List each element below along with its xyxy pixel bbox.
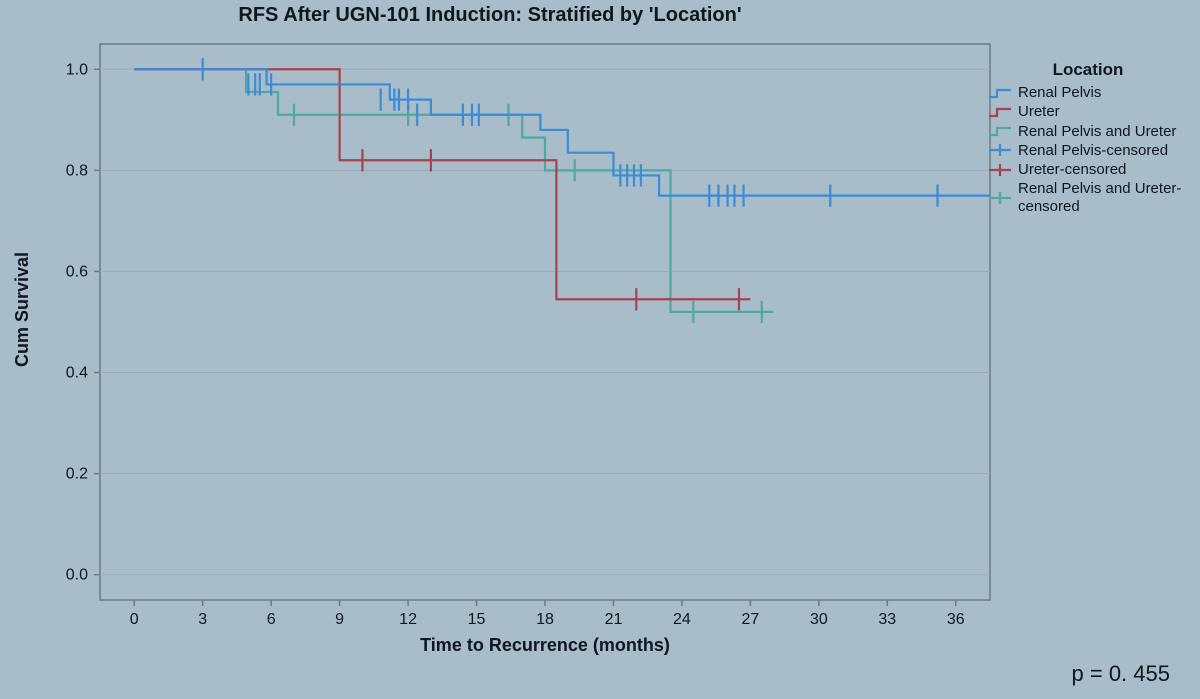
svg-text:3: 3 xyxy=(198,611,207,628)
chart-stage: RFS After UGN-101 Induction: Stratified … xyxy=(0,0,1200,699)
svg-text:0.2: 0.2 xyxy=(66,466,88,483)
legend-label: Renal Pelvis and Ureter xyxy=(1018,123,1188,140)
svg-text:0.6: 0.6 xyxy=(66,263,88,280)
legend-censor-icon xyxy=(988,190,1012,206)
legend-censor-icon xyxy=(988,162,1012,178)
legend-step-icon xyxy=(988,123,1012,139)
legend-step-icon xyxy=(988,85,1012,101)
svg-text:12: 12 xyxy=(399,611,417,628)
legend: Location Renal Pelvis Ureter Renal Pelvis … xyxy=(988,60,1188,217)
svg-text:1.0: 1.0 xyxy=(66,61,88,78)
svg-text:15: 15 xyxy=(468,611,486,628)
legend-item: Renal Pelvis and Ureter-censored xyxy=(988,180,1188,215)
legend-label: Renal Pelvis and Ureter-censored xyxy=(1018,180,1188,215)
legend-label: Renal Pelvis xyxy=(1018,84,1188,101)
svg-text:9: 9 xyxy=(335,611,344,628)
legend-item: Renal Pelvis-censored xyxy=(988,142,1188,159)
x-axis-label: Time to Recurrence (months) xyxy=(395,635,695,656)
legend-censor-icon xyxy=(988,142,1012,158)
svg-text:0.4: 0.4 xyxy=(66,365,88,382)
legend-title: Location xyxy=(988,60,1188,80)
legend-item: Renal Pelvis and Ureter xyxy=(988,123,1188,140)
svg-text:27: 27 xyxy=(741,611,759,628)
legend-item: Ureter xyxy=(988,103,1188,120)
svg-text:0.0: 0.0 xyxy=(66,567,88,584)
legend-item: Ureter-censored xyxy=(988,161,1188,178)
svg-text:33: 33 xyxy=(878,611,896,628)
legend-step-icon xyxy=(988,104,1012,120)
svg-text:0: 0 xyxy=(130,611,139,628)
svg-text:30: 30 xyxy=(810,611,828,628)
p-value: p = 0. 455 xyxy=(1072,661,1170,687)
svg-text:6: 6 xyxy=(267,611,276,628)
legend-label: Ureter-censored xyxy=(1018,161,1188,178)
svg-text:36: 36 xyxy=(947,611,965,628)
svg-text:18: 18 xyxy=(536,611,554,628)
svg-text:0.8: 0.8 xyxy=(66,162,88,179)
svg-text:24: 24 xyxy=(673,611,691,628)
legend-item: Renal Pelvis xyxy=(988,84,1188,101)
legend-label: Ureter xyxy=(1018,103,1188,120)
legend-label: Renal Pelvis-censored xyxy=(1018,142,1188,159)
svg-text:21: 21 xyxy=(605,611,623,628)
